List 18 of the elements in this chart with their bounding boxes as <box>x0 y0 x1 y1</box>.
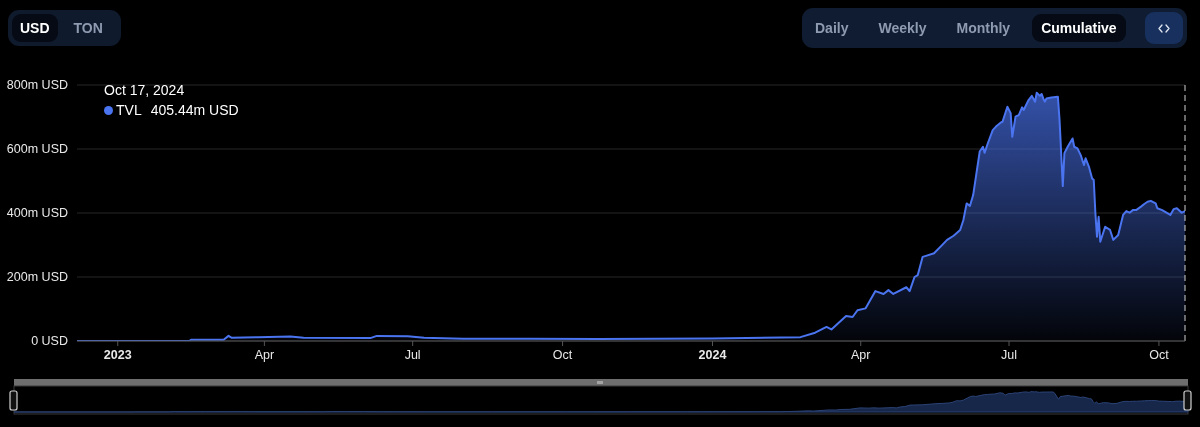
period-tabs: Daily Weekly Monthly Cumulative <box>802 8 1187 48</box>
x-tick-label: Jul <box>1001 347 1018 362</box>
y-tick-label: 800m USD <box>6 78 68 93</box>
annotation: 405.44m USD <box>150 101 239 120</box>
x-tick-label: 2023 <box>103 347 132 362</box>
y-tick-label: 200m USD <box>6 270 68 285</box>
legend-title: Oct 17, 2024 <box>104 81 186 100</box>
x-tick-label: Apr <box>254 347 275 362</box>
x-tick-label: Oct <box>1149 347 1170 362</box>
x-tick-label: Jul <box>404 347 421 362</box>
x-tick-label: Apr <box>851 347 871 362</box>
y-tick-label: 400m USD <box>6 206 68 221</box>
currency-toggle: USD TON <box>8 10 121 46</box>
x-tick-label: 2024 <box>698 347 727 362</box>
y-tick-label: 600m USD <box>6 142 68 157</box>
x-tick-label: Oct <box>552 347 573 362</box>
legend-label: TVL <box>116 101 142 120</box>
y-tick-label: 0 USD <box>31 334 68 349</box>
